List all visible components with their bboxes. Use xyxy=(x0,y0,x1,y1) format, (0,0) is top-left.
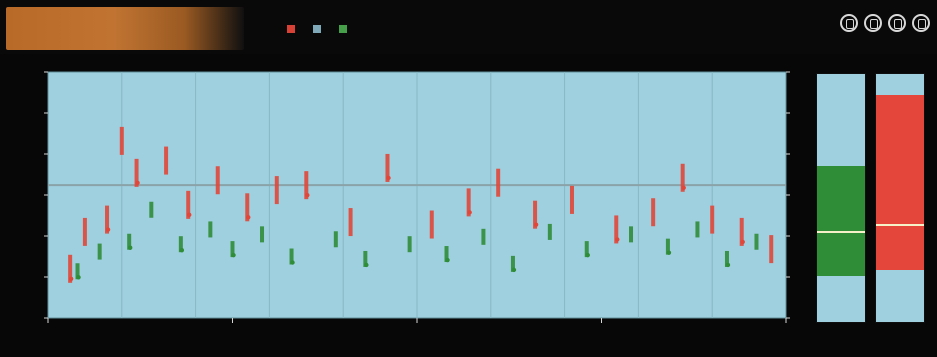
legend-swatch-red xyxy=(287,25,295,33)
green-level-fill xyxy=(817,166,865,276)
legend-swatch-blue xyxy=(313,25,321,33)
red-mark xyxy=(274,176,279,205)
settings-icon[interactable] xyxy=(840,14,858,32)
red-mark xyxy=(429,210,434,239)
green-mark xyxy=(363,250,368,267)
red-point xyxy=(105,227,111,232)
legend-swatch-green xyxy=(339,25,347,33)
red-mark xyxy=(466,188,471,217)
red-mark xyxy=(533,200,538,229)
green-mark xyxy=(178,236,183,253)
red-mark xyxy=(164,146,169,175)
green-mark xyxy=(127,233,132,250)
green-point xyxy=(725,262,731,268)
green-mark xyxy=(754,233,759,250)
green-point xyxy=(666,250,672,255)
brand-logo xyxy=(6,7,244,50)
green-mark xyxy=(547,223,552,240)
green-point xyxy=(585,252,590,258)
green-point xyxy=(290,260,295,265)
green-mark xyxy=(629,226,634,243)
screen-icon[interactable] xyxy=(888,14,906,32)
profile-icon[interactable] xyxy=(912,14,930,32)
red-point xyxy=(68,276,74,281)
green-mark xyxy=(149,201,154,218)
red-point xyxy=(681,185,686,190)
red-mark xyxy=(614,215,619,244)
red-mark xyxy=(304,171,309,200)
green-mark xyxy=(407,236,412,253)
red-mark xyxy=(739,217,744,246)
green-mark xyxy=(289,248,294,265)
green-point xyxy=(445,257,450,263)
red-point xyxy=(305,192,310,198)
red-mark xyxy=(105,205,110,234)
red-point xyxy=(386,175,391,181)
green-mark xyxy=(695,221,700,238)
green-mark xyxy=(724,250,729,267)
green-mark xyxy=(665,238,670,255)
green-point xyxy=(231,252,236,258)
green-level-panel xyxy=(816,73,866,323)
red-point xyxy=(615,237,620,242)
green-point xyxy=(76,275,81,280)
red-mark xyxy=(82,217,87,246)
red-point xyxy=(740,239,745,245)
toolbar-icons xyxy=(840,14,930,32)
red-point xyxy=(467,210,472,215)
red-mark xyxy=(569,185,574,214)
green-mark xyxy=(444,246,449,263)
green-mark xyxy=(584,241,589,258)
green-point xyxy=(179,248,185,253)
red-mark xyxy=(651,198,656,227)
red-point xyxy=(533,222,539,227)
red-mark xyxy=(710,205,715,234)
red-mark xyxy=(186,190,191,219)
red-mark xyxy=(68,254,73,283)
red-level-fill xyxy=(876,95,924,270)
green-point xyxy=(127,245,133,250)
red-mark xyxy=(348,208,353,237)
red-point xyxy=(187,212,192,218)
red-mark xyxy=(134,158,139,187)
green-point xyxy=(511,267,517,273)
red-mark xyxy=(769,235,774,264)
green-mark xyxy=(481,228,486,245)
red-point xyxy=(246,215,251,220)
green-level-marker xyxy=(817,231,865,233)
green-mark xyxy=(75,263,80,280)
red-mark xyxy=(245,193,250,222)
green-point xyxy=(364,262,369,268)
red-mark xyxy=(385,153,390,182)
red-mark xyxy=(119,126,124,155)
green-mark xyxy=(260,226,265,243)
legend xyxy=(287,23,347,35)
red-level-marker xyxy=(876,224,924,226)
green-mark xyxy=(333,231,338,248)
red-mark xyxy=(496,168,501,197)
scatter-chart[interactable] xyxy=(10,64,800,352)
green-mark xyxy=(510,255,515,272)
red-mark xyxy=(215,166,220,195)
green-mark xyxy=(208,221,213,238)
red-point xyxy=(135,180,140,186)
green-mark xyxy=(230,241,235,258)
green-mark xyxy=(97,243,102,260)
red-level-panel xyxy=(875,73,925,323)
lock-icon[interactable] xyxy=(864,14,882,32)
red-mark xyxy=(680,163,685,192)
top-toolbar xyxy=(0,0,937,54)
plot-area[interactable] xyxy=(10,64,800,352)
